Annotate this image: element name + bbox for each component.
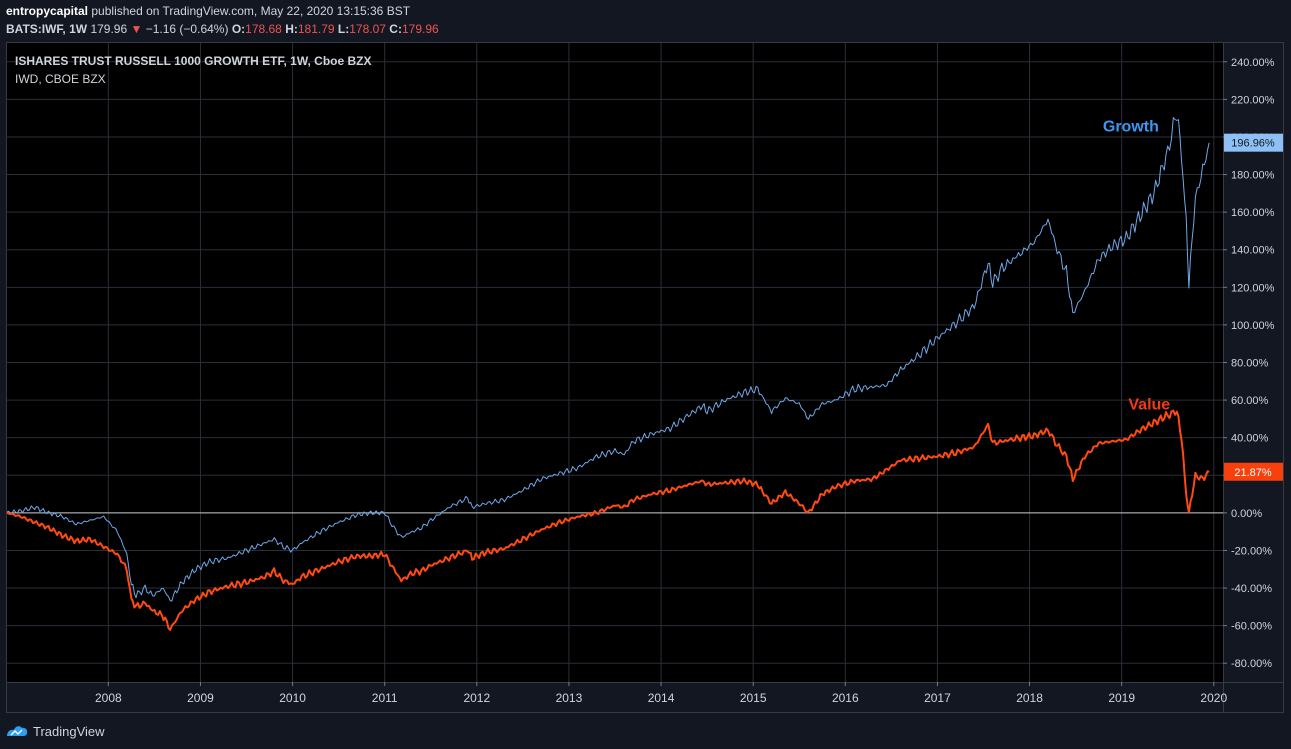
series-lines [6, 117, 1210, 631]
close-value: 179.96 [401, 22, 439, 36]
y-tick-label: -60.00% [1231, 621, 1272, 633]
y-tick-label: -20.00% [1231, 545, 1272, 557]
y-tick-label: 220.00% [1231, 94, 1275, 106]
y-tick-label: -80.00% [1231, 658, 1272, 670]
high-value: 181.79 [297, 22, 335, 36]
last-price: 179.96 [90, 22, 128, 36]
x-tick-label: 2016 [832, 691, 859, 705]
published-text: published on TradingView.com, May 22, 20… [91, 4, 411, 18]
value-badge-text: 21.87% [1234, 467, 1272, 479]
low-label: L: [337, 22, 350, 36]
brand-label[interactable]: TradingView [33, 723, 105, 739]
value-badge-background [1224, 462, 1283, 481]
price-scale[interactable]: 240.00%220.00%200.00%180.00%160.00%140.0… [1223, 57, 1275, 670]
y-tick-label: 40.00% [1231, 433, 1269, 445]
low-value: 178.07 [349, 22, 386, 36]
price-chart[interactable]: 240.00%220.00%200.00%180.00%160.00%140.0… [6, 42, 1284, 713]
price-change: −1.16 (−0.64%) [145, 22, 229, 36]
legend-main[interactable]: ISHARES TRUST RUSSELL 1000 GROWTH ETF, 1… [15, 54, 372, 68]
tradingview-logo-icon [7, 726, 28, 736]
symbol-ohlc-bar: BATS:IWF, 1W 179.96 ▼ −1.16 (−0.64%) O:1… [6, 22, 439, 36]
y-tick-label: 160.00% [1231, 207, 1275, 219]
footer: TradingView [6, 720, 105, 742]
x-tick-label: 2008 [95, 691, 122, 705]
series-annotations: Growth Value [1103, 118, 1170, 413]
y-tick-label: 120.00% [1231, 282, 1275, 294]
last-value-badges: 196.96% 21.87% [1224, 133, 1283, 481]
x-tick-label: 2015 [740, 691, 767, 705]
x-tick-label: 2019 [1108, 691, 1135, 705]
close-label: C: [389, 22, 402, 36]
publisher-name[interactable]: entropycapital [6, 4, 89, 18]
x-tick-label: 2017 [924, 691, 951, 705]
symbol-label: BATS:IWF, 1W [6, 22, 88, 36]
x-tick-label: 2020 [1200, 691, 1227, 705]
growth-last-value-badge: 196.96% [1224, 133, 1283, 152]
x-tick-label: 2018 [1016, 691, 1043, 705]
y-tick-label: 60.00% [1231, 395, 1269, 407]
x-tick-label: 2012 [463, 691, 490, 705]
y-tick-label: 100.00% [1231, 320, 1275, 332]
publish-info: entropycapital published on TradingView.… [6, 4, 410, 18]
value-last-value-badge: 21.87% [1224, 462, 1283, 481]
y-tick-label: 180.00% [1231, 170, 1275, 182]
x-tick-label: 2014 [648, 691, 675, 705]
value-series-line[interactable] [6, 409, 1210, 631]
down-arrow-icon: ▼ [130, 22, 143, 36]
y-tick-label: -40.00% [1231, 583, 1272, 595]
value-annotation-label: Value [1128, 396, 1170, 413]
x-tick-label: 2010 [279, 691, 306, 705]
growth-annotation-label: Growth [1103, 118, 1159, 135]
growth-badge-background [1224, 133, 1283, 152]
x-tick-label: 2009 [187, 691, 214, 705]
x-tick-label: 2011 [372, 691, 398, 705]
time-scale[interactable]: 2008 2009 2010 2011 2012 2013 2014 2015 2016 2017… [95, 682, 1227, 705]
y-tick-label: 80.00% [1231, 358, 1269, 370]
open-label: O: [231, 22, 246, 36]
y-tick-label: 240.00% [1231, 57, 1275, 69]
growth-series-line[interactable] [6, 117, 1210, 602]
legend-compare[interactable]: IWD, CBOE BZX [15, 72, 106, 86]
y-tick-label: 140.00% [1231, 245, 1275, 257]
chart-pane-border [6, 42, 1284, 713]
x-tick-label: 2013 [556, 691, 583, 705]
growth-badge-text: 196.96% [1231, 138, 1275, 150]
grid-lines [7, 43, 1223, 682]
high-label: H: [285, 22, 298, 36]
open-value: 178.68 [245, 22, 282, 36]
y-tick-label: 0.00% [1231, 508, 1262, 520]
